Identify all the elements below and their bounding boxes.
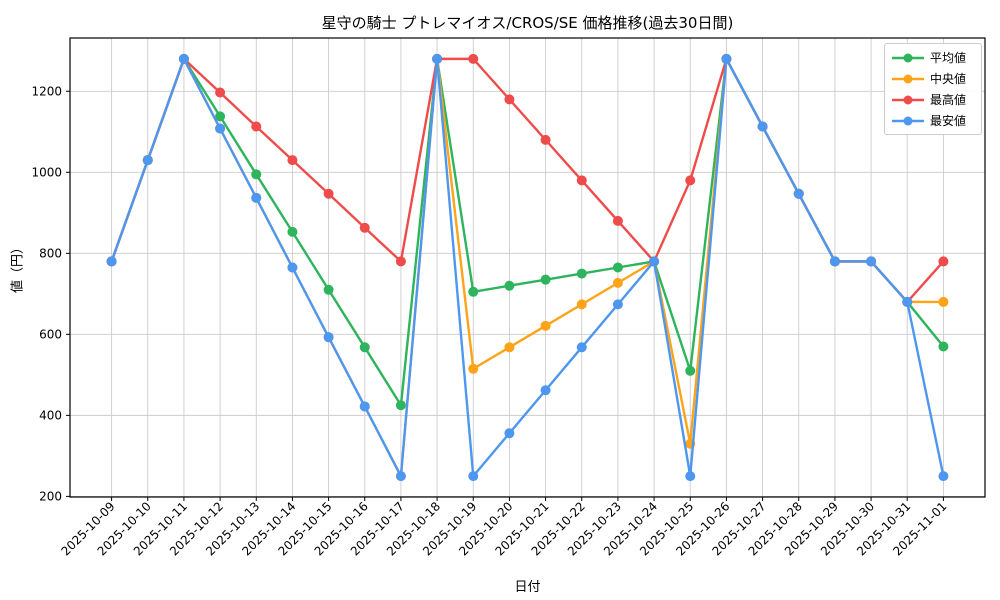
- y-tick-label-400: 400: [39, 408, 62, 422]
- data-point-min-2025-10-30: [866, 256, 877, 267]
- legend-label-avg: 平均値: [930, 51, 967, 65]
- data-point-min-2025-10-26: [721, 53, 732, 64]
- data-point-avg-2025-10-21: [540, 274, 551, 285]
- data-point-max-2025-10-21: [540, 134, 551, 145]
- data-point-min-2025-10-25: [685, 471, 696, 482]
- data-point-median-2025-10-21: [540, 320, 551, 331]
- data-point-max-2025-10-14: [287, 155, 298, 166]
- data-point-avg-2025-10-17: [395, 400, 406, 411]
- data-point-avg-2025-10-23: [612, 262, 623, 273]
- data-point-min-2025-10-21: [540, 385, 551, 396]
- data-point-min-2025-10-12: [215, 123, 226, 134]
- data-point-max-2025-11-01: [938, 256, 949, 267]
- data-point-max-2025-10-19: [468, 53, 479, 64]
- data-point-min-2025-10-20: [504, 428, 515, 439]
- data-point-min-2025-10-14: [287, 262, 298, 273]
- data-point-max-2025-10-13: [251, 121, 262, 132]
- data-point-min-2025-10-17: [395, 471, 406, 482]
- data-point-avg-2025-10-20: [504, 280, 515, 291]
- data-point-min-2025-10-11: [178, 53, 189, 64]
- y-tick-label-800: 800: [39, 246, 62, 260]
- data-point-max-2025-10-20: [504, 94, 515, 105]
- data-point-min-2025-10-31: [902, 296, 913, 307]
- series-line-max: [110, 57, 945, 304]
- data-point-avg-2025-10-25: [685, 365, 696, 376]
- data-point-max-2025-10-22: [576, 175, 587, 186]
- data-point-avg-2025-10-19: [468, 286, 479, 297]
- legend-entry-avg: 平均値: [891, 47, 975, 68]
- series-line-min: [110, 57, 945, 478]
- data-point-median-2025-11-01: [938, 296, 949, 307]
- data-point-min-2025-10-27: [757, 121, 768, 132]
- y-tick-label-1200: 1200: [31, 84, 62, 98]
- data-point-max-2025-10-23: [612, 215, 623, 226]
- y-tick-label-200: 200: [39, 489, 62, 503]
- data-point-min-2025-10-23: [612, 299, 623, 310]
- data-point-max-2025-10-17: [395, 256, 406, 267]
- median-line-marker-icon: [892, 74, 924, 83]
- min-line-marker-icon: [892, 116, 924, 125]
- y-tick-label-600: 600: [39, 327, 62, 341]
- data-point-min-2025-10-10: [142, 155, 153, 166]
- data-point-avg-2025-10-16: [359, 342, 370, 353]
- data-point-min-2025-10-19: [468, 471, 479, 482]
- y-tick-label-1000: 1000: [31, 165, 62, 179]
- data-point-max-2025-10-25: [685, 175, 696, 186]
- data-point-min-2025-10-18: [432, 53, 443, 64]
- data-point-avg-2025-11-01: [938, 341, 949, 352]
- data-point-median-2025-10-20: [504, 342, 515, 353]
- data-point-median-2025-10-19: [468, 363, 479, 374]
- legend-entry-max: 最高値: [891, 89, 975, 110]
- chart-title: 星守の騎士 プトレマイオス/CROS/SE 価格推移(過去30日間): [321, 14, 734, 32]
- data-point-avg-2025-10-15: [323, 284, 334, 295]
- data-point-avg-2025-10-22: [576, 268, 587, 279]
- legend: 平均値 中央値 最高値 最安値: [884, 43, 982, 135]
- y-axis-label: 値（円）: [10, 240, 26, 294]
- data-point-min-2025-10-16: [359, 401, 370, 412]
- data-point-min-2025-10-13: [251, 192, 262, 203]
- data-point-max-2025-10-15: [323, 188, 334, 199]
- max-line-marker-icon: [892, 95, 924, 104]
- data-point-max-2025-10-16: [359, 222, 370, 233]
- data-point-avg-2025-10-12: [215, 111, 226, 122]
- data-point-min-2025-10-22: [576, 342, 587, 353]
- legend-entry-median: 中央値: [891, 68, 975, 89]
- x-axis-label: 日付: [514, 580, 541, 595]
- legend-label-max: 最高値: [930, 93, 967, 107]
- data-point-min-2025-10-24: [649, 256, 660, 267]
- data-point-max-2025-10-12: [215, 87, 226, 98]
- avg-line-marker-icon: [892, 53, 924, 62]
- data-point-avg-2025-10-13: [251, 169, 262, 180]
- data-point-min-2025-10-09: [106, 256, 117, 267]
- plot-border: [69, 37, 986, 498]
- legend-entry-min: 最安値: [891, 110, 975, 131]
- data-point-median-2025-10-23: [612, 277, 623, 288]
- data-point-median-2025-10-22: [576, 299, 587, 310]
- legend-label-median: 中央値: [930, 72, 967, 86]
- legend-label-min: 最安値: [930, 114, 967, 128]
- data-point-min-2025-10-29: [829, 256, 840, 267]
- data-point-min-2025-10-15: [323, 332, 334, 343]
- data-point-min-2025-11-01: [938, 471, 949, 482]
- data-point-min-2025-10-28: [793, 188, 804, 199]
- data-point-avg-2025-10-14: [287, 226, 298, 237]
